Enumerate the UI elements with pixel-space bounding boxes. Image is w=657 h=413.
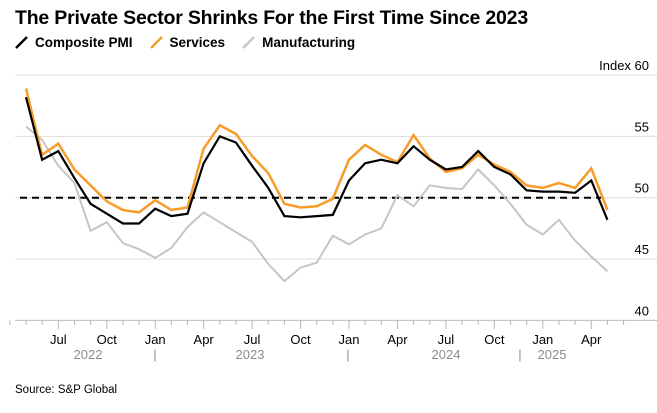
- x-axis-month-label: Oct: [97, 332, 118, 347]
- services-slash-icon: [149, 36, 163, 49]
- series-line-manufacturing: [25, 125, 609, 283]
- series-line-composite-pmi: [24, 96, 609, 225]
- composite-slash-icon: [15, 36, 28, 49]
- x-axis-month-label: Apr: [194, 332, 215, 347]
- manufacturing-slash-icon: [242, 36, 255, 49]
- x-axis-month-label: Jan: [145, 332, 166, 347]
- y-axis-label-40: 40: [635, 303, 649, 318]
- x-axis-month-label: Apr: [581, 332, 602, 347]
- y-axis-label-45: 45: [635, 242, 649, 257]
- x-axis-month-label: Oct: [484, 332, 505, 347]
- legend-item-manufacturing: Manufacturing: [242, 35, 355, 50]
- x-axis-month-label: Apr: [387, 332, 408, 347]
- x-axis-month-label: Jul: [438, 332, 455, 347]
- y-axis-label-60: Index 60: [599, 58, 649, 73]
- year-separator: |: [518, 347, 521, 362]
- legend-label-manufacturing: Manufacturing: [262, 35, 356, 50]
- year-separator: |: [153, 347, 156, 362]
- x-axis-month-label: Jul: [50, 332, 67, 347]
- y-axis-label-55: 55: [635, 119, 649, 134]
- legend-item-services: Services: [149, 35, 226, 50]
- legend-item-composite: Composite PMI: [15, 35, 133, 50]
- year-label-2024: 2024: [432, 347, 461, 362]
- year-separator: |: [346, 347, 349, 362]
- source-credit: Source: S&P Global: [15, 384, 118, 396]
- legend-label-composite: Composite PMI: [35, 35, 133, 50]
- legend-label-services: Services: [169, 35, 226, 50]
- x-axis-month-label: Oct: [290, 332, 311, 347]
- year-label-2022: 2022: [74, 347, 103, 362]
- x-axis-month-label: Jan: [532, 332, 553, 347]
- series-line-services: [24, 88, 609, 214]
- y-axis-label-50: 50: [635, 181, 649, 196]
- year-label-2025: 2025: [538, 347, 567, 362]
- x-axis-month-label: Jul: [244, 332, 261, 347]
- year-label-2023: 2023: [236, 347, 265, 362]
- x-axis-month-label: Jan: [339, 332, 360, 347]
- chart-title: The Private Sector Shrinks For the First…: [15, 7, 528, 29]
- chart-legend: Composite PMI Services Manufacturing: [15, 35, 355, 50]
